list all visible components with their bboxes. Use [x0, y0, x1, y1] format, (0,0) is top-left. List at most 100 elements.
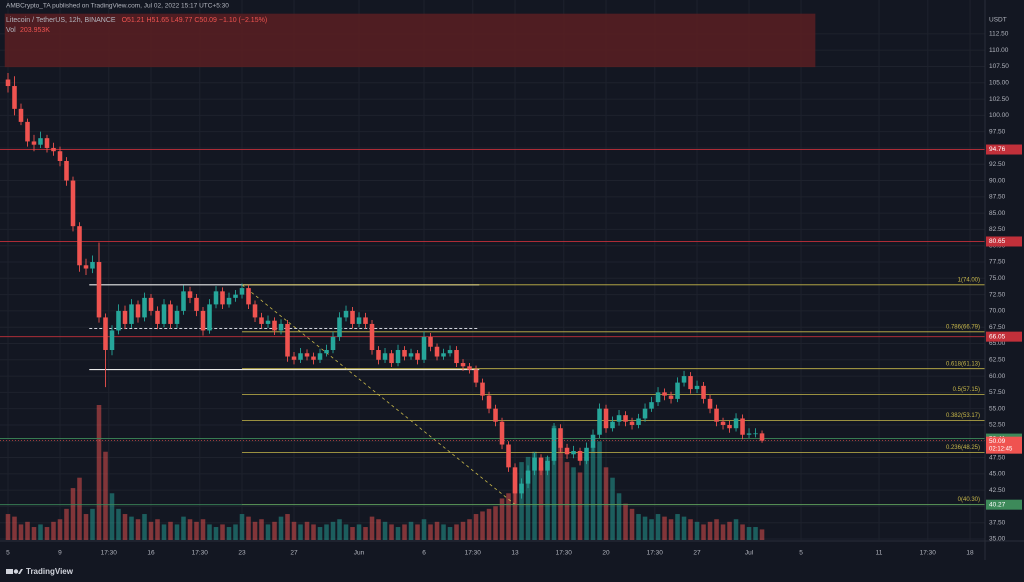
candle-body	[109, 330, 115, 351]
candle-body	[174, 310, 180, 324]
volume-bar	[636, 514, 641, 540]
x-tick-label: 27	[693, 550, 701, 557]
candle-body	[402, 350, 407, 357]
x-tick-label: 17:30	[556, 550, 573, 557]
candle-body	[538, 457, 544, 471]
volume-bar	[38, 524, 43, 540]
candle-body	[90, 262, 95, 269]
fib-label: 0(40.30)	[958, 497, 980, 503]
y-tick-label: 45.00	[989, 471, 1006, 478]
volume-bar	[207, 524, 212, 540]
countdown: 02:12:45	[989, 447, 1013, 453]
candle-body	[525, 470, 531, 484]
candle-body	[369, 323, 375, 351]
volume-bar	[194, 521, 199, 540]
volume-bar	[727, 521, 732, 540]
volume-bar	[265, 524, 271, 540]
volume-bar	[629, 508, 635, 540]
x-tick-label: Jul	[745, 550, 754, 557]
candle-body	[467, 366, 472, 370]
volume-bar	[135, 519, 141, 540]
candle-body	[83, 265, 89, 269]
volume-bar	[610, 477, 615, 540]
volume-bar	[148, 521, 154, 540]
candle-body	[200, 310, 206, 331]
volume-bar	[317, 527, 323, 540]
volume-bar	[558, 446, 563, 540]
volume-bar	[473, 514, 479, 540]
volume-bar	[506, 493, 511, 540]
x-tick-label: 17:30	[192, 550, 209, 557]
symbol-title: Litecoin / TetherUS, 12h, BINANCE	[6, 17, 116, 24]
candle-body	[681, 376, 687, 383]
volume-bar	[96, 405, 102, 540]
candle-body	[714, 408, 719, 422]
fib-label: 0.618(61.13)	[946, 361, 980, 367]
candle-body	[233, 294, 238, 298]
volume-bar	[480, 511, 485, 540]
candle-body	[447, 350, 453, 354]
candle-body	[25, 121, 30, 142]
header: AMBCrypto_TA published on TradingView.co…	[6, 3, 229, 10]
volume-bar	[467, 519, 472, 540]
y-tick-label: 72.50	[989, 291, 1006, 298]
candle-body	[291, 356, 297, 360]
volume-bar	[740, 524, 745, 540]
x-tick-label: 20	[602, 550, 610, 557]
volume-bar	[233, 524, 238, 540]
volume-bar	[584, 456, 589, 540]
volume-bar	[226, 527, 232, 540]
y-tick-label: 55.00	[989, 405, 1006, 412]
volume-bar	[330, 521, 336, 540]
volume-bar	[285, 514, 290, 540]
candle-body	[720, 421, 726, 425]
candle-body	[363, 317, 368, 324]
volume-bar	[246, 516, 251, 540]
candle-body	[629, 421, 635, 425]
volume-bar	[161, 524, 167, 540]
volume-bar	[701, 524, 706, 540]
volume-bar	[278, 516, 284, 540]
fib-label: 0.5(57.15)	[953, 387, 980, 393]
candle-body	[142, 297, 147, 318]
volume-bar	[220, 524, 225, 540]
volume-bar	[200, 519, 206, 540]
candle-body	[571, 451, 576, 455]
candle-body	[486, 395, 492, 409]
candle-body	[415, 353, 420, 360]
y-tick-label: 105.00	[989, 79, 1009, 86]
candle-body	[70, 180, 76, 227]
volume-bar	[551, 425, 557, 540]
volume-bar	[421, 519, 427, 540]
candle-body	[135, 304, 141, 318]
candle-body	[252, 304, 258, 318]
candle-body	[688, 376, 693, 390]
candle-body	[649, 402, 654, 409]
x-tick-label: 11	[876, 550, 883, 557]
candle-body	[610, 421, 615, 429]
volume-bar	[90, 508, 95, 540]
volume-bar	[77, 477, 82, 540]
y-tick-label: 110.00	[989, 47, 1009, 54]
fib-label: 0.236(48.25)	[946, 445, 980, 451]
y-tick-label: 42.50	[989, 487, 1006, 494]
candle-body	[740, 418, 745, 435]
candle-body	[382, 353, 388, 360]
candle-body	[168, 304, 173, 324]
volume-bar	[720, 524, 726, 540]
logo-part	[18, 569, 23, 574]
candle-body	[187, 291, 193, 298]
x-tick-label: 16	[147, 550, 155, 557]
y-tick-label: 87.50	[989, 194, 1006, 201]
y-tick-label: 67.50	[989, 324, 1006, 331]
candle-body	[220, 291, 225, 305]
y-tick-label: 52.50	[989, 422, 1006, 429]
y-tick-label: 107.50	[989, 63, 1009, 70]
y-tick-label: 47.50	[989, 454, 1006, 461]
volume-bar	[616, 493, 622, 540]
candle-body	[5, 79, 11, 87]
volume-bar	[25, 521, 30, 540]
volume-bar	[486, 508, 492, 540]
